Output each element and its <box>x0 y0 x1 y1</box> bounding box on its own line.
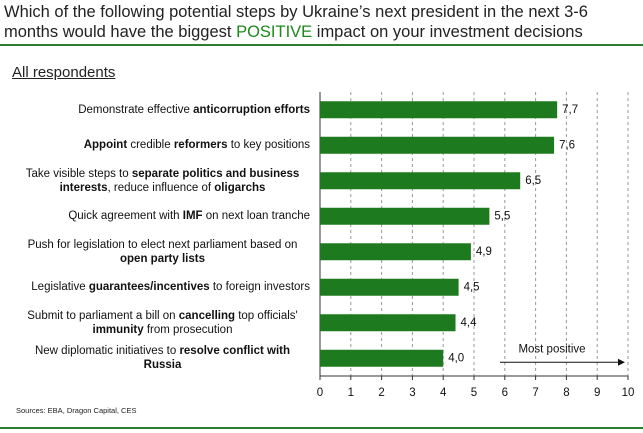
x-tick-label: 3 <box>409 387 415 399</box>
category-run: Appoint <box>83 139 128 152</box>
category-label: Quick agreement with IMF on next loan tr… <box>10 209 310 223</box>
value-label: 4,5 <box>464 281 480 293</box>
annotation: Most positive <box>518 343 585 355</box>
title-run: Which of the following potential steps b… <box>4 3 588 41</box>
x-tick-label: 10 <box>622 387 635 399</box>
category-run: Submit to parliament a bill on <box>27 309 179 322</box>
category-run: from prosecution <box>143 323 233 336</box>
x-tick-label: 2 <box>378 387 384 399</box>
value-label: 4,9 <box>476 246 492 258</box>
category-run: Demonstrate effective <box>78 103 194 116</box>
value-label: 6,5 <box>525 175 541 187</box>
category-text: Quick agreement with IMF on next loan tr… <box>68 209 310 223</box>
chart-title: Which of the following potential steps b… <box>4 2 640 42</box>
category-run: separate politics and business interests <box>59 167 300 194</box>
bar <box>320 101 558 119</box>
value-label: 4,0 <box>448 352 464 364</box>
category-run: oligarchs <box>214 181 266 194</box>
x-tick-label: 4 <box>440 387 447 399</box>
category-text: Push for legislation to elect next parli… <box>15 238 310 266</box>
category-run: open party lists <box>120 252 205 265</box>
category-run: Quick agreement with <box>68 210 183 223</box>
category-run: guarantees/incentives <box>88 281 210 294</box>
bar <box>320 207 490 225</box>
category-run: on next loan tranche <box>202 210 310 223</box>
category-text: Demonstrate effective anticorruption eff… <box>78 103 310 117</box>
category-label: Legislative guarantees/incentives to for… <box>10 280 310 294</box>
category-run: Push for legislation to elect next parli… <box>27 238 298 251</box>
x-tick-label: 7 <box>532 387 538 399</box>
bar <box>320 349 444 367</box>
value-label: 5,5 <box>494 210 510 222</box>
category-run: reformers <box>173 139 228 152</box>
category-run: cancelling <box>178 309 236 322</box>
category-text: Appoint credible reformers to key positi… <box>84 138 310 152</box>
bar <box>320 172 521 190</box>
category-run: New diplomatic initiatives to <box>34 345 180 358</box>
bar <box>320 243 471 261</box>
category-run: resolve conflict with Russia <box>143 345 290 372</box>
source-note: Sources: EBA, Dragon Capital, CES <box>16 406 137 415</box>
category-run: IMF <box>182 210 203 223</box>
category-run: Legislative <box>31 281 89 294</box>
category-run: Take visible steps to <box>25 167 132 180</box>
value-label: 7,6 <box>559 139 575 151</box>
bar <box>320 314 456 332</box>
category-label: New diplomatic initiatives to resolve co… <box>10 344 310 372</box>
bar <box>320 278 459 296</box>
category-run: credible <box>127 139 174 152</box>
category-run: immunity <box>92 323 144 336</box>
value-label: 7,7 <box>562 104 578 116</box>
x-tick-label: 8 <box>563 387 569 399</box>
category-label: Demonstrate effective anticorruption eff… <box>10 103 310 117</box>
x-tick-label: 1 <box>348 387 354 399</box>
title-run: impact on your investment decisions <box>312 23 583 41</box>
x-tick-label: 5 <box>471 387 477 399</box>
category-run: to key positions <box>227 139 310 152</box>
category-run: anticorruption efforts <box>193 103 310 116</box>
bar <box>320 136 555 154</box>
chart-subtitle: All respondents <box>12 64 116 81</box>
category-text: Legislative guarantees/incentives to for… <box>31 280 310 294</box>
category-label: Take visible steps to separate politics … <box>10 167 310 195</box>
category-text: New diplomatic initiatives to resolve co… <box>15 344 310 372</box>
category-text: Submit to parliament a bill on cancellin… <box>15 309 310 337</box>
category-text: Take visible steps to separate politics … <box>15 167 310 195</box>
arrow-head <box>618 358 625 366</box>
category-label: Push for legislation to elect next parli… <box>10 238 310 266</box>
x-tick-label: 0 <box>317 387 323 399</box>
title-run: POSITIVE <box>236 23 313 41</box>
category-run: to foreign investors <box>209 281 310 294</box>
x-tick-label: 9 <box>594 387 600 399</box>
category-label: Submit to parliament a bill on cancellin… <box>10 309 310 337</box>
x-tick-label: 6 <box>502 387 508 399</box>
value-label: 4,4 <box>461 317 478 329</box>
category-run: top officials' <box>235 309 298 322</box>
category-run: , reduce influence of <box>107 181 215 194</box>
category-label: Appoint credible reformers to key positi… <box>10 138 310 152</box>
